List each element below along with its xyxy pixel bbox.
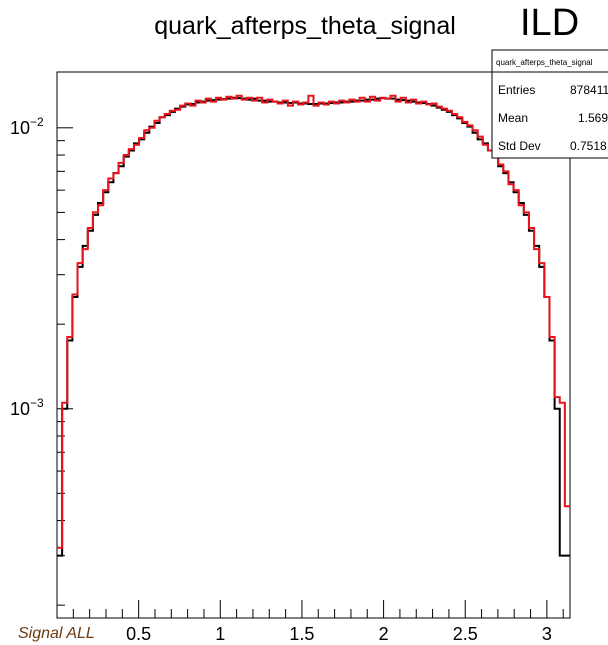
y-axis: 10−2 10−3 (10, 115, 73, 605)
series-line-black (57, 98, 570, 556)
x-tick-label: 3 (542, 624, 552, 644)
stats-entries-label: Entries (498, 83, 535, 97)
x-tick-label: 1.5 (289, 624, 314, 644)
y-tick-label: 10−3 (10, 396, 44, 419)
series-line-red (57, 96, 570, 548)
x-tick-label: 2.5 (453, 624, 478, 644)
stats-entries-value: 878411 (570, 83, 608, 97)
chart-title: quark_afterps_theta_signal (154, 12, 456, 40)
stats-stddev-label: Std Dev (498, 139, 541, 153)
x-tick-label: 2 (379, 624, 389, 644)
stats-box: quark_afterps_theta_signal Entries 87841… (492, 50, 608, 158)
stats-mean-label: Mean (498, 111, 528, 125)
x-axis: 0.5 1 1.5 2 2.5 3 (73, 600, 563, 644)
ild-label: ILD (520, 2, 579, 44)
y-tick-label: 10−2 (10, 115, 44, 138)
stats-box-title: quark_afterps_theta_signal (496, 58, 593, 67)
stats-stddev-value: 0.7518 (570, 139, 607, 153)
series-group (57, 96, 570, 556)
x-tick-label: 1 (215, 624, 225, 644)
x-tick-label: 0.5 (126, 624, 151, 644)
stats-mean-value: 1.569 (578, 111, 608, 125)
footer-label: Signal ALL (18, 625, 95, 642)
